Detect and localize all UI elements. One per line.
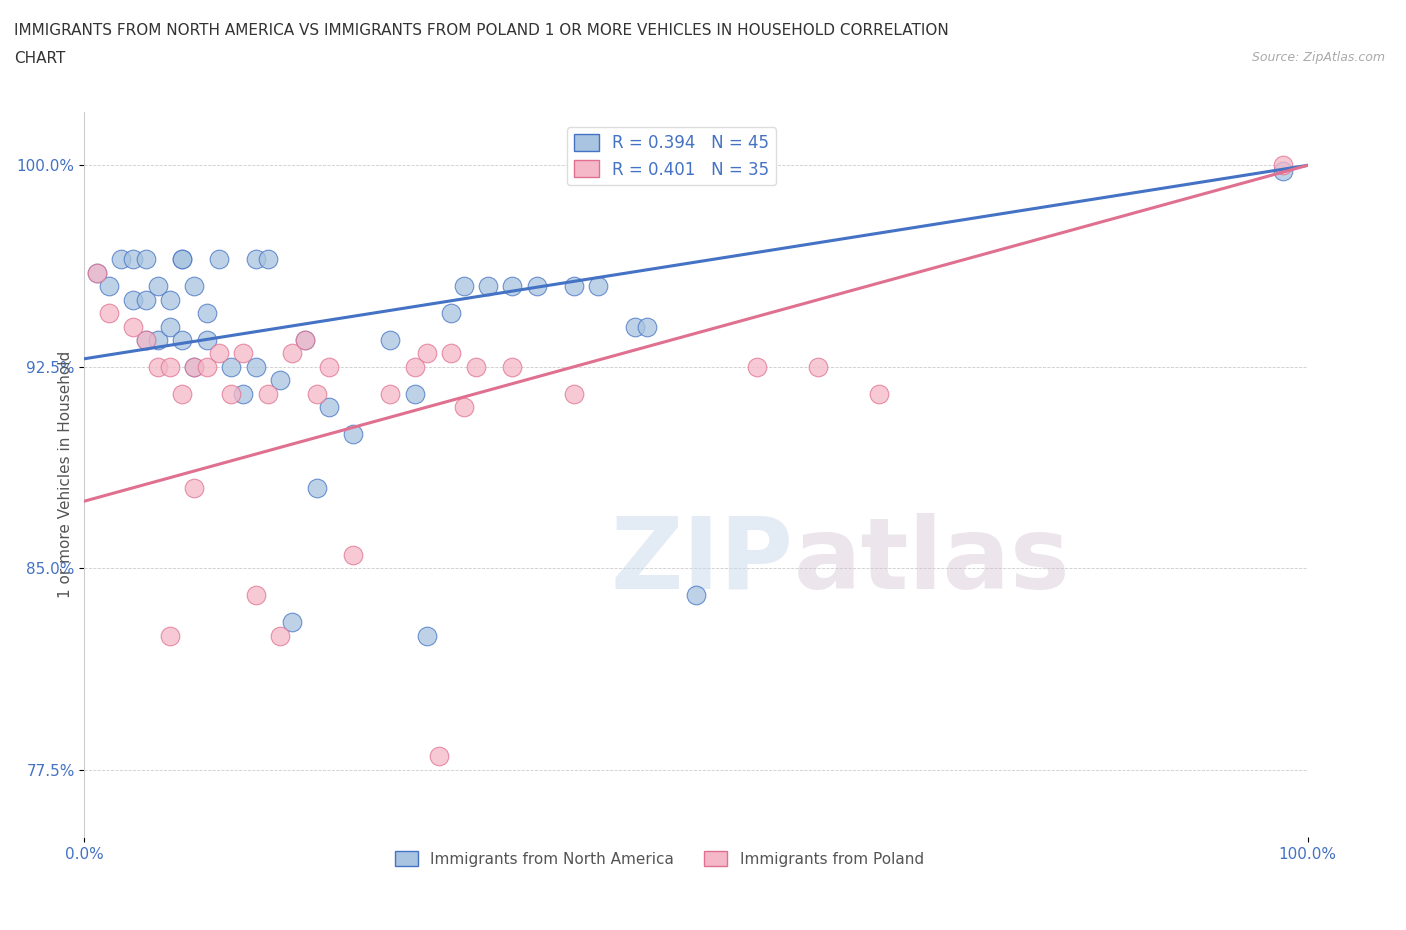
Point xyxy=(159,319,181,334)
Point xyxy=(440,346,463,361)
Point xyxy=(245,359,267,374)
Text: CHART: CHART xyxy=(14,51,66,66)
Point xyxy=(269,628,291,643)
Point xyxy=(183,279,205,294)
Point xyxy=(305,386,328,401)
Point xyxy=(404,359,426,374)
Point xyxy=(526,279,548,294)
Point xyxy=(195,333,218,348)
Point xyxy=(281,615,304,630)
Point xyxy=(427,749,450,764)
Point xyxy=(305,480,328,495)
Point xyxy=(159,628,181,643)
Point xyxy=(122,252,145,267)
Point xyxy=(562,386,585,401)
Text: Source: ZipAtlas.com: Source: ZipAtlas.com xyxy=(1251,51,1385,64)
Point xyxy=(453,279,475,294)
Point xyxy=(807,359,830,374)
Point xyxy=(208,252,231,267)
Legend: Immigrants from North America, Immigrants from Poland: Immigrants from North America, Immigrant… xyxy=(388,844,929,873)
Point xyxy=(146,333,169,348)
Text: IMMIGRANTS FROM NORTH AMERICA VS IMMIGRANTS FROM POLAND 1 OR MORE VEHICLES IN HO: IMMIGRANTS FROM NORTH AMERICA VS IMMIGRA… xyxy=(14,23,949,38)
Point xyxy=(172,386,194,401)
Point xyxy=(502,359,524,374)
Point xyxy=(562,279,585,294)
Text: ZIP: ZIP xyxy=(612,512,794,610)
Point xyxy=(1272,164,1295,179)
Point xyxy=(135,333,157,348)
Point xyxy=(318,359,340,374)
Point xyxy=(135,333,157,348)
Point xyxy=(257,252,280,267)
Point xyxy=(440,306,463,321)
Point xyxy=(208,346,231,361)
Point xyxy=(747,359,769,374)
Point xyxy=(159,359,181,374)
Point xyxy=(624,319,647,334)
Point xyxy=(245,588,267,603)
Point xyxy=(135,252,157,267)
Point xyxy=(135,292,157,307)
Point xyxy=(586,279,609,294)
Point xyxy=(685,588,707,603)
Point xyxy=(219,359,242,374)
Point xyxy=(269,373,291,388)
Text: atlas: atlas xyxy=(794,512,1070,610)
Point xyxy=(416,346,439,361)
Point xyxy=(183,480,205,495)
Point xyxy=(502,279,524,294)
Point xyxy=(172,333,194,348)
Point xyxy=(404,386,426,401)
Point xyxy=(122,292,145,307)
Point xyxy=(146,359,169,374)
Point xyxy=(219,386,242,401)
Point xyxy=(416,628,439,643)
Point xyxy=(97,306,120,321)
Y-axis label: 1 or more Vehicles in Household: 1 or more Vehicles in Household xyxy=(58,351,73,598)
Point xyxy=(294,333,316,348)
Point xyxy=(159,292,181,307)
Point xyxy=(232,346,254,361)
Point xyxy=(232,386,254,401)
Point xyxy=(453,400,475,415)
Point xyxy=(342,427,364,442)
Point xyxy=(97,279,120,294)
Point xyxy=(183,359,205,374)
Point xyxy=(342,548,364,563)
Point xyxy=(122,319,145,334)
Point xyxy=(195,306,218,321)
Point xyxy=(380,386,402,401)
Point xyxy=(380,333,402,348)
Point xyxy=(257,386,280,401)
Point xyxy=(636,319,658,334)
Point xyxy=(172,252,194,267)
Point xyxy=(869,386,891,401)
Point xyxy=(294,333,316,348)
Point xyxy=(281,346,304,361)
Point xyxy=(1272,158,1295,173)
Point xyxy=(183,359,205,374)
Point xyxy=(110,252,132,267)
Point xyxy=(318,400,340,415)
Point xyxy=(86,265,108,280)
Point xyxy=(146,279,169,294)
Point xyxy=(245,252,267,267)
Point xyxy=(477,279,499,294)
Point xyxy=(464,359,486,374)
Point xyxy=(172,252,194,267)
Point xyxy=(195,359,218,374)
Point xyxy=(86,265,108,280)
